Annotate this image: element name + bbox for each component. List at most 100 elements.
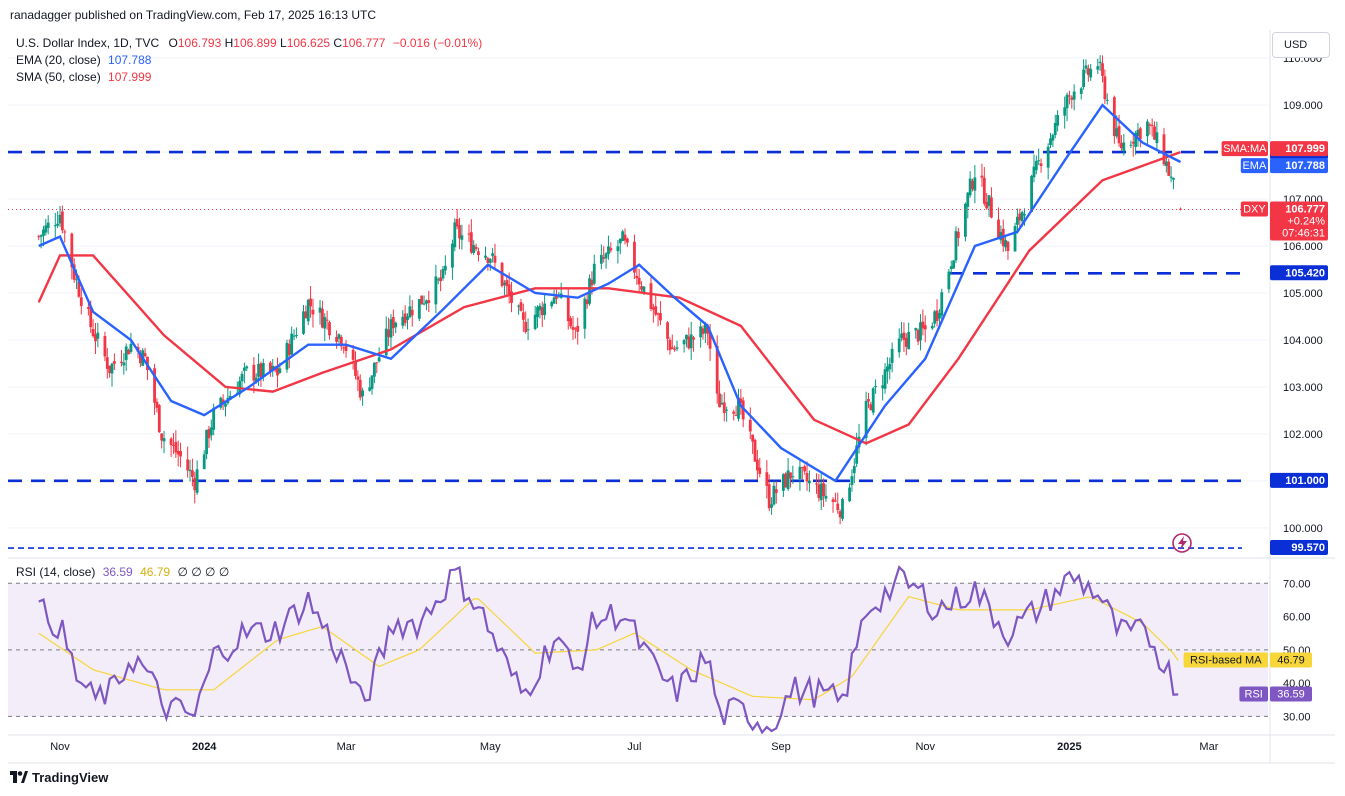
rsi-series-tag-text: RSI bbox=[1245, 688, 1263, 700]
candle-body bbox=[403, 313, 407, 324]
candle-body bbox=[44, 225, 48, 233]
candle-body bbox=[725, 409, 729, 411]
candle-body bbox=[1034, 161, 1038, 171]
candle-body bbox=[503, 282, 506, 285]
price-tag-text: +0.24% bbox=[1287, 216, 1325, 228]
candle-body bbox=[1006, 241, 1010, 251]
candle-body bbox=[427, 300, 431, 303]
sma-legend[interactable]: SMA (50, close) 107.999 bbox=[16, 70, 151, 84]
candle-body bbox=[202, 454, 206, 470]
candle-body bbox=[573, 328, 577, 330]
candle-body bbox=[954, 231, 958, 261]
candle-body bbox=[120, 361, 123, 364]
price-tag-text: 105.420 bbox=[1285, 267, 1325, 279]
candle-body bbox=[1153, 126, 1156, 140]
candle-body bbox=[971, 180, 974, 190]
candle-body bbox=[507, 284, 511, 295]
candle-body bbox=[822, 483, 825, 497]
candle-body bbox=[919, 322, 922, 341]
rsi-line bbox=[38, 565, 1179, 735]
candle-body bbox=[1131, 141, 1135, 144]
series-tag bbox=[1240, 158, 1268, 174]
candle-body bbox=[60, 211, 64, 231]
candle-body bbox=[1020, 212, 1024, 222]
open-value: 106.793 bbox=[177, 36, 222, 50]
candle-body bbox=[356, 376, 360, 380]
candle-body bbox=[1169, 176, 1173, 178]
ema-legend[interactable]: EMA (20, close) 107.788 bbox=[16, 53, 151, 67]
candle-body bbox=[377, 357, 381, 362]
price-tag-text: 07:46:31 bbox=[1282, 228, 1325, 240]
candle-body bbox=[261, 363, 265, 377]
candle-body bbox=[625, 238, 629, 243]
x-tick-label: 2025 bbox=[1057, 741, 1081, 753]
candle-body bbox=[224, 403, 227, 407]
lightning-icon[interactable] bbox=[1172, 533, 1192, 553]
price-tag-text: 99.570 bbox=[1291, 542, 1325, 554]
price-tag-text: 106.777 bbox=[1285, 204, 1325, 216]
candle-body bbox=[540, 307, 544, 316]
candle-body bbox=[278, 368, 282, 373]
candle-body bbox=[718, 393, 721, 408]
candle-body bbox=[772, 485, 776, 505]
candle-body bbox=[602, 257, 606, 259]
candle-body bbox=[79, 297, 83, 306]
series-tag bbox=[1240, 201, 1268, 217]
sma-line bbox=[37, 150, 1181, 445]
candle-body bbox=[417, 299, 421, 319]
candle-body bbox=[309, 298, 312, 307]
candle-body bbox=[907, 331, 911, 350]
currency-button[interactable]: USD bbox=[1272, 32, 1330, 58]
candle-body bbox=[900, 333, 903, 339]
candle-body bbox=[354, 361, 357, 376]
rsi-series-tag bbox=[1183, 652, 1268, 668]
candle-body bbox=[841, 499, 844, 519]
candle-body bbox=[968, 178, 972, 196]
candle-body bbox=[209, 427, 213, 436]
candle-body bbox=[39, 235, 43, 237]
y-tick-label: 100.000 bbox=[1283, 523, 1323, 535]
close-label: C bbox=[333, 36, 343, 50]
candles[interactable] bbox=[37, 55, 1182, 525]
candle-body bbox=[410, 309, 414, 316]
series-tag-text: EMA bbox=[1242, 160, 1267, 172]
sma-legend-label: SMA (50, close) bbox=[16, 70, 101, 84]
candle-body bbox=[715, 345, 719, 394]
x-tick-label: Mar bbox=[1199, 741, 1218, 753]
candle-body bbox=[1032, 166, 1036, 178]
price-tag-text: 107.999 bbox=[1285, 143, 1325, 155]
symbol-title[interactable]: U.S. Dollar Index, 1D, TVC bbox=[16, 36, 160, 50]
candle-body bbox=[469, 232, 473, 253]
candle-body bbox=[75, 279, 78, 281]
candle-body bbox=[737, 397, 740, 419]
candle-body bbox=[649, 283, 653, 309]
candle-body bbox=[292, 335, 296, 337]
candle-body bbox=[871, 388, 875, 413]
candle-body bbox=[952, 260, 955, 269]
candle-body bbox=[1172, 177, 1175, 180]
candle-body bbox=[685, 334, 688, 340]
series-tag-text: SMA:MA bbox=[1223, 143, 1267, 155]
candle-body bbox=[566, 296, 570, 322]
candle-body bbox=[940, 292, 944, 316]
candle-body bbox=[325, 319, 329, 321]
candle-body bbox=[127, 349, 130, 355]
tradingview-logo[interactable]: TradingView bbox=[10, 770, 108, 785]
candle-body bbox=[897, 338, 901, 353]
candle-body bbox=[980, 175, 984, 178]
candle-body bbox=[576, 325, 580, 332]
rsi-legend[interactable]: RSI (14, close) 36.59 46.79 ∅ ∅ ∅ ∅ bbox=[16, 565, 229, 579]
candle-body bbox=[656, 313, 660, 315]
price-axis-tags: 108.000105.420101.00099.570107.999SMA:MA… bbox=[1183, 141, 1328, 702]
candle-body bbox=[1013, 226, 1017, 252]
candle-body bbox=[748, 419, 752, 432]
horizontal-levels bbox=[8, 150, 1242, 549]
candle-body bbox=[138, 352, 142, 364]
candle-body bbox=[933, 311, 937, 324]
candle-body bbox=[186, 459, 190, 471]
candle-body bbox=[1138, 128, 1142, 140]
series-tag bbox=[1221, 141, 1268, 157]
candle-body bbox=[1004, 240, 1007, 248]
y-tick-label: 109.000 bbox=[1283, 100, 1323, 112]
